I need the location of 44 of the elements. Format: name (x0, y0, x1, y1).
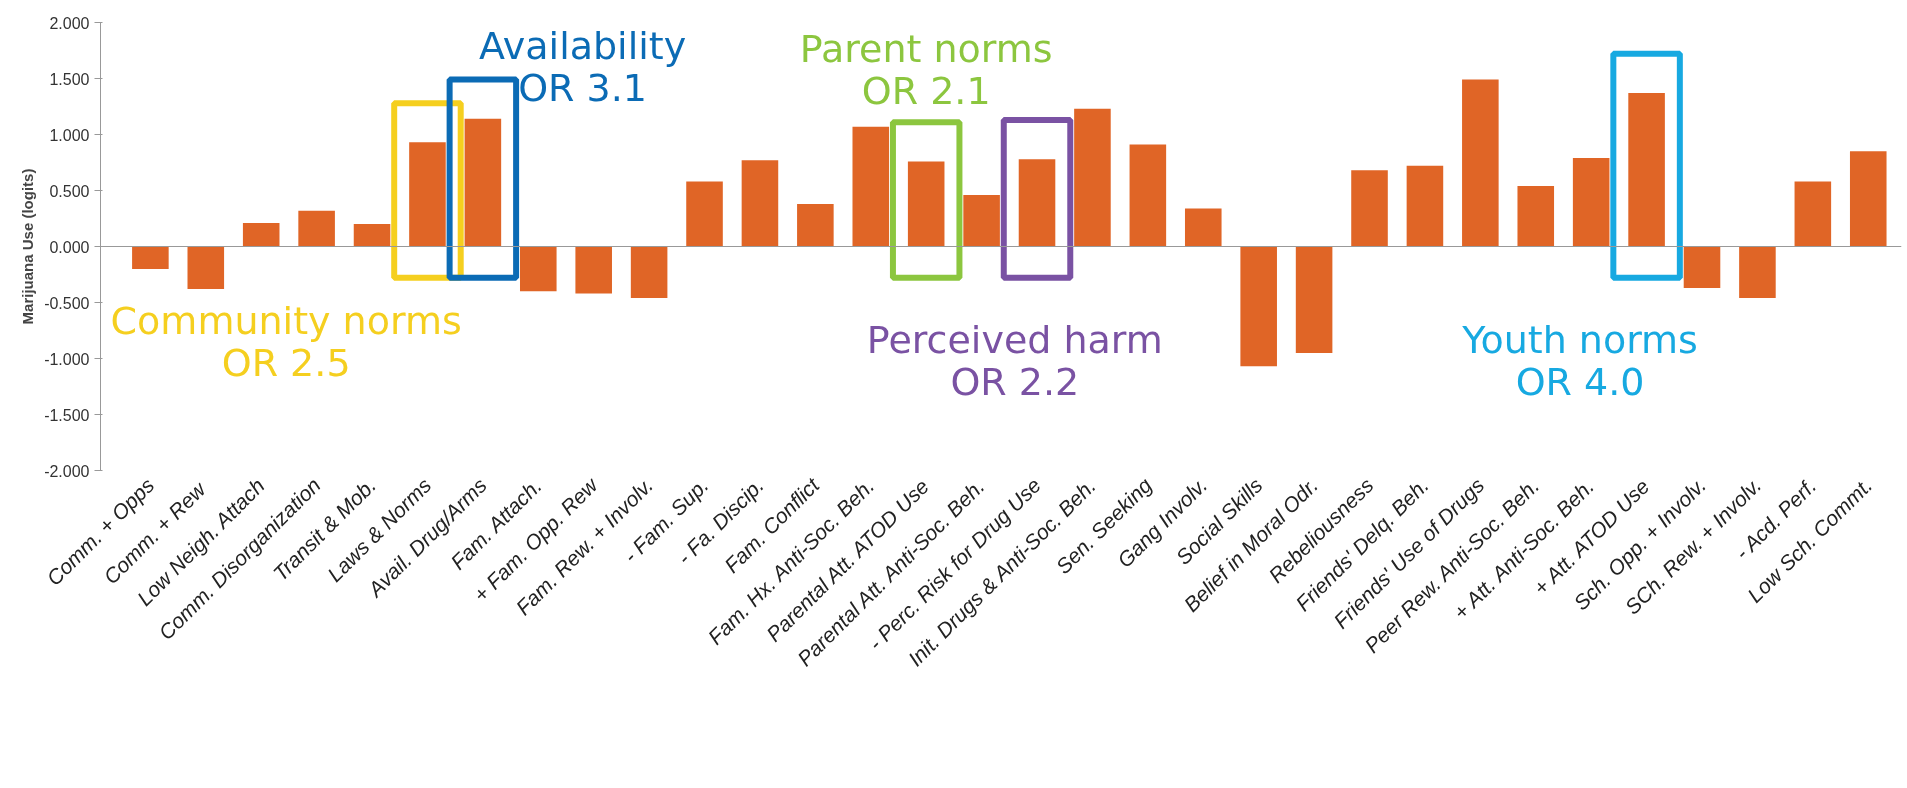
annotation: Youth norms OR 4.0 (1461, 317, 1698, 404)
bar (409, 142, 446, 247)
annotation: Parent norms OR 2.1 (799, 26, 1053, 113)
bar (1849, 151, 1887, 247)
bar (298, 210, 335, 247)
bar (741, 160, 779, 247)
bar (1018, 159, 1056, 247)
bar (1184, 208, 1222, 247)
bar (187, 246, 225, 290)
bar (353, 224, 391, 247)
y-axis-title: Marijuana Use (logits) (19, 168, 37, 325)
bar (132, 246, 169, 269)
annotation: Availability OR 3.1 (479, 24, 687, 111)
bar (1517, 186, 1555, 247)
bar (797, 203, 834, 247)
bar (630, 246, 668, 299)
bar (1240, 246, 1277, 367)
bar (1794, 181, 1832, 247)
y-tick-label: 0.000 (49, 238, 90, 256)
annotation: Community norms OR 2.5 (110, 298, 462, 385)
bar (907, 161, 945, 247)
y-tick-label: 0.500 (49, 182, 90, 200)
bar (1295, 246, 1333, 353)
y-tick-label: -1.500 (44, 406, 90, 424)
y-tick-label: 1.500 (49, 70, 90, 88)
y-tick-label: -0.500 (44, 294, 90, 312)
bar (575, 246, 612, 294)
y-tick-label: -1.000 (44, 350, 90, 368)
bar (1628, 93, 1665, 247)
bar (242, 222, 280, 247)
bar (1683, 246, 1721, 288)
bar (519, 246, 557, 292)
bar (1739, 246, 1776, 299)
bar (1572, 158, 1610, 247)
bar (1351, 170, 1388, 247)
annotation: Perceived harm OR 2.2 (866, 317, 1163, 404)
bar (963, 194, 1000, 247)
bar (1406, 165, 1444, 247)
y-tick-label: 2.000 (49, 14, 90, 32)
bar (1129, 144, 1167, 247)
y-tick-label: -2.000 (44, 462, 90, 480)
y-tick-label: 1.000 (49, 126, 90, 144)
bar (1462, 79, 1499, 247)
bar (686, 181, 723, 247)
